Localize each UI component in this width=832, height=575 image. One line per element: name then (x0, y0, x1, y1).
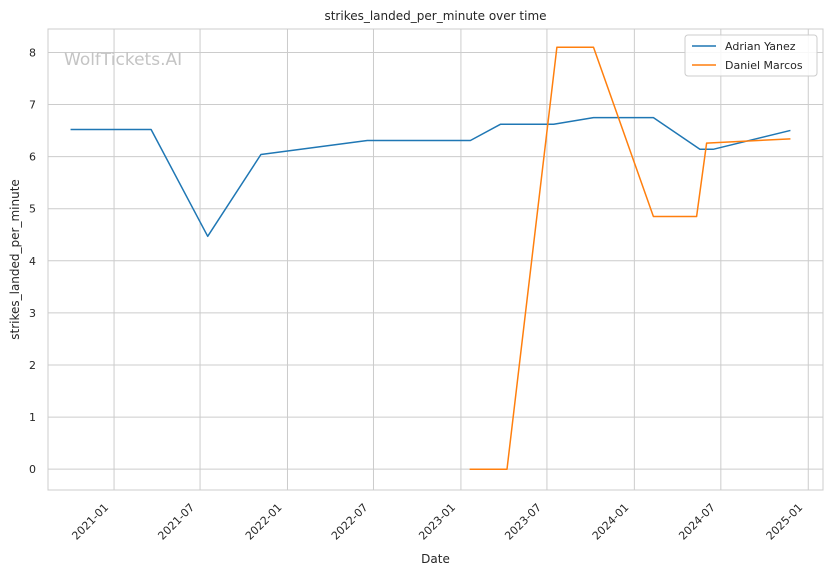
x-tick-label: 2022-07 (329, 501, 371, 543)
y-tick-label: 1 (29, 411, 36, 424)
plot-frame (47, 28, 824, 491)
y-tick-label: 5 (29, 203, 36, 216)
x-gridlines (113, 29, 809, 490)
plot-area (48, 29, 823, 490)
x-tick-label: 2021-01 (69, 501, 111, 543)
y-tick-label: 3 (29, 307, 36, 320)
chart-title: strikes_landed_per_minute over time (324, 9, 546, 23)
y-tick-label: 6 (29, 151, 36, 164)
series-line-daniel-marcos (469, 46, 791, 470)
x-tick-label: 2023-07 (502, 501, 544, 543)
x-tick-label: 2023-01 (416, 501, 458, 543)
watermark-text: WolfTickets.AI (64, 50, 182, 70)
x-tick-label: 2021-07 (155, 501, 197, 543)
y-tick-label: 2 (29, 359, 36, 372)
x-tick-label: 2025-01 (764, 501, 806, 543)
x-axis-label: Date (421, 552, 450, 566)
series-line-adrian-yanez (70, 116, 791, 238)
legend-label: Adrian Yanez (725, 40, 796, 53)
x-tick-label: 2024-01 (590, 501, 632, 543)
y-tick-label: 0 (29, 463, 36, 476)
y-tick-label: 7 (29, 99, 36, 112)
legend-box (684, 34, 818, 77)
x-tick-label: 2022-01 (243, 501, 285, 543)
x-tick-label: 2024-07 (676, 501, 718, 543)
legend-label: Daniel Marcos (725, 59, 803, 72)
series-layer (70, 46, 791, 470)
y-gridlines (48, 51, 823, 470)
y-tick-label: 8 (29, 46, 36, 59)
y-axis-label: strikes_landed_per_minute (8, 179, 22, 340)
y-tick-label: 4 (29, 255, 36, 268)
x-tick-labels: 2021-01 2021-07 2022-01 2022-07 2023-01 2023-… (69, 501, 805, 543)
legend: Adrian Yanez Daniel Marcos (684, 34, 818, 77)
y-tick-labels: 0 1 2 3 4 5 6 7 8 (29, 46, 36, 476)
